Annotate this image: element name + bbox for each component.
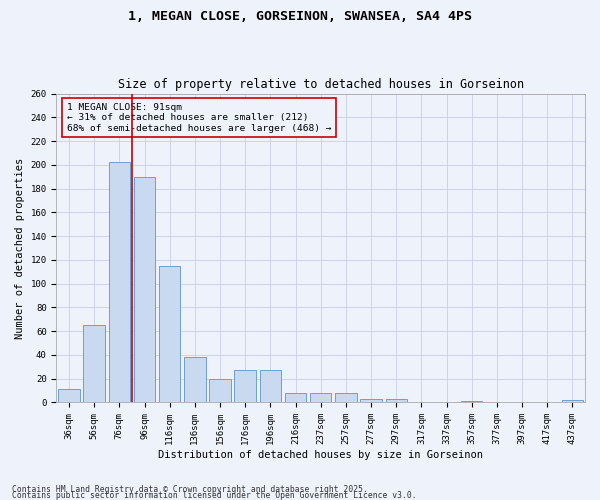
Text: 1 MEGAN CLOSE: 91sqm
← 31% of detached houses are smaller (212)
68% of semi-deta: 1 MEGAN CLOSE: 91sqm ← 31% of detached h… xyxy=(67,103,331,132)
Bar xyxy=(109,162,130,402)
Text: 1, MEGAN CLOSE, GORSEINON, SWANSEA, SA4 4PS: 1, MEGAN CLOSE, GORSEINON, SWANSEA, SA4 … xyxy=(128,10,472,23)
Y-axis label: Number of detached properties: Number of detached properties xyxy=(15,158,25,338)
Bar xyxy=(285,393,306,402)
Bar xyxy=(184,358,206,403)
Bar xyxy=(361,399,382,402)
Text: Contains public sector information licensed under the Open Government Licence v3: Contains public sector information licen… xyxy=(12,490,416,500)
Bar xyxy=(209,378,231,402)
Bar xyxy=(562,400,583,402)
Bar xyxy=(335,393,356,402)
Bar xyxy=(235,370,256,402)
Bar xyxy=(159,266,181,402)
Bar xyxy=(310,393,331,402)
Bar xyxy=(386,399,407,402)
Bar xyxy=(83,325,105,402)
Bar xyxy=(260,370,281,402)
Text: Contains HM Land Registry data © Crown copyright and database right 2025.: Contains HM Land Registry data © Crown c… xyxy=(12,484,368,494)
Bar xyxy=(58,390,80,402)
Title: Size of property relative to detached houses in Gorseinon: Size of property relative to detached ho… xyxy=(118,78,524,91)
X-axis label: Distribution of detached houses by size in Gorseinon: Distribution of detached houses by size … xyxy=(158,450,483,460)
Bar xyxy=(134,176,155,402)
